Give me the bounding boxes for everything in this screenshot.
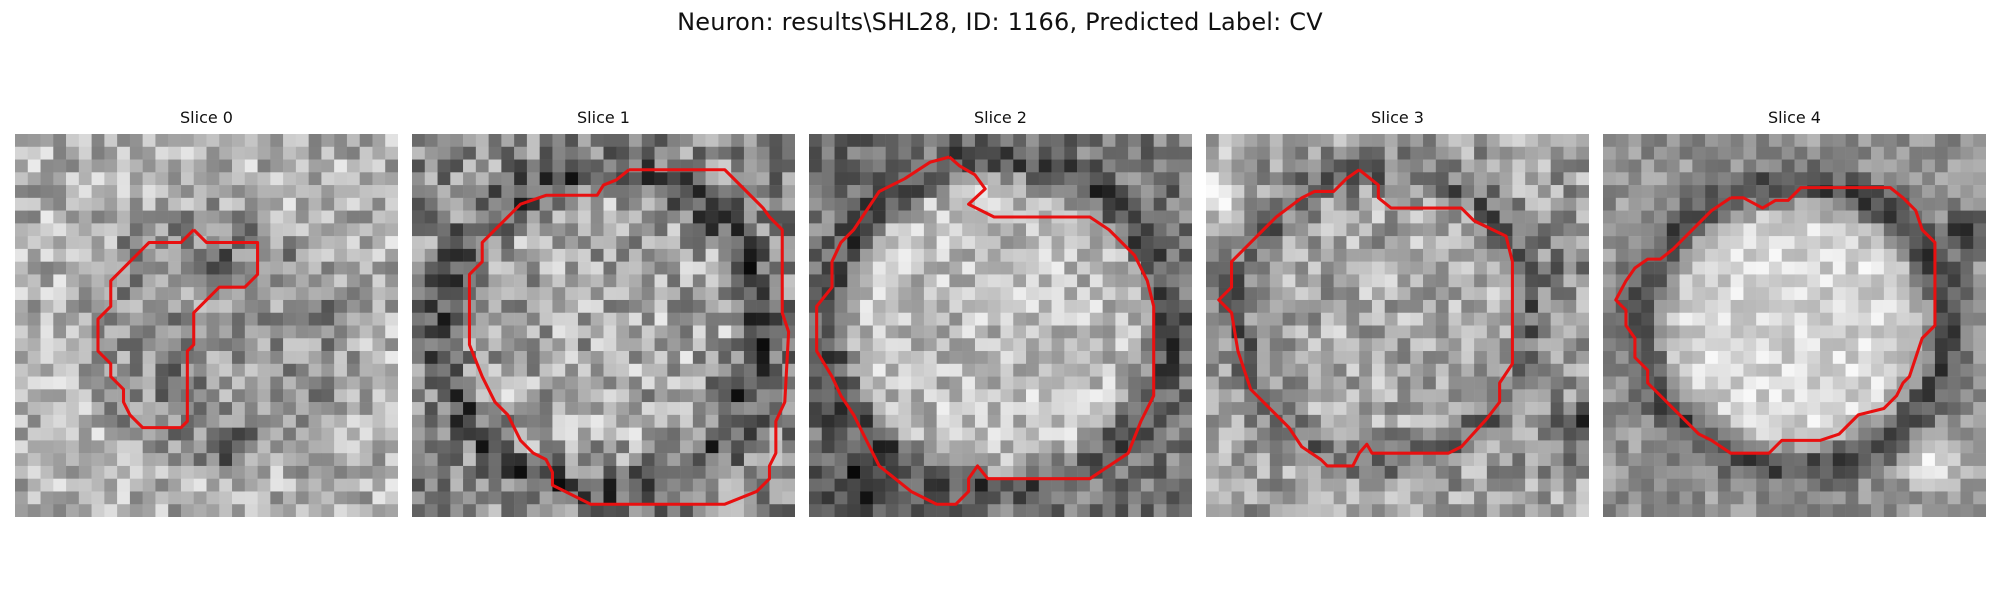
slice-image-1: [412, 134, 795, 517]
slice-panel-4: Slice 4: [1603, 108, 1986, 520]
segmentation-contour-2: [815, 155, 1156, 506]
slice-image-2: [809, 134, 1192, 517]
slice-title-3: Slice 3: [1371, 108, 1424, 127]
slice-title-4: Slice 4: [1768, 108, 1821, 127]
slice-image-4: [1603, 134, 1986, 517]
slice-image-0: [15, 134, 398, 517]
slice-title-1: Slice 1: [577, 108, 630, 127]
slice-title-0: Slice 0: [180, 108, 233, 127]
figure-title: Neuron: results\SHL28, ID: 1166, Predict…: [677, 8, 1323, 36]
segmentation-contour-0: [96, 228, 260, 430]
segmentation-contour-3: [1217, 168, 1514, 468]
slice-panel-0: Slice 0: [15, 108, 398, 520]
slice-panel-1: Slice 1: [412, 108, 795, 520]
segmentation-contour-1: [467, 168, 791, 506]
slice-panel-3: Slice 3: [1206, 108, 1589, 520]
slice-image-3: [1206, 134, 1589, 517]
slice-panels: Slice 0 Slice 1 Slice 2 Slice 3 Slice 4: [15, 108, 1986, 520]
slice-panel-2: Slice 2: [809, 108, 1192, 520]
slice-title-2: Slice 2: [974, 108, 1027, 127]
segmentation-contour-4: [1614, 186, 1937, 455]
